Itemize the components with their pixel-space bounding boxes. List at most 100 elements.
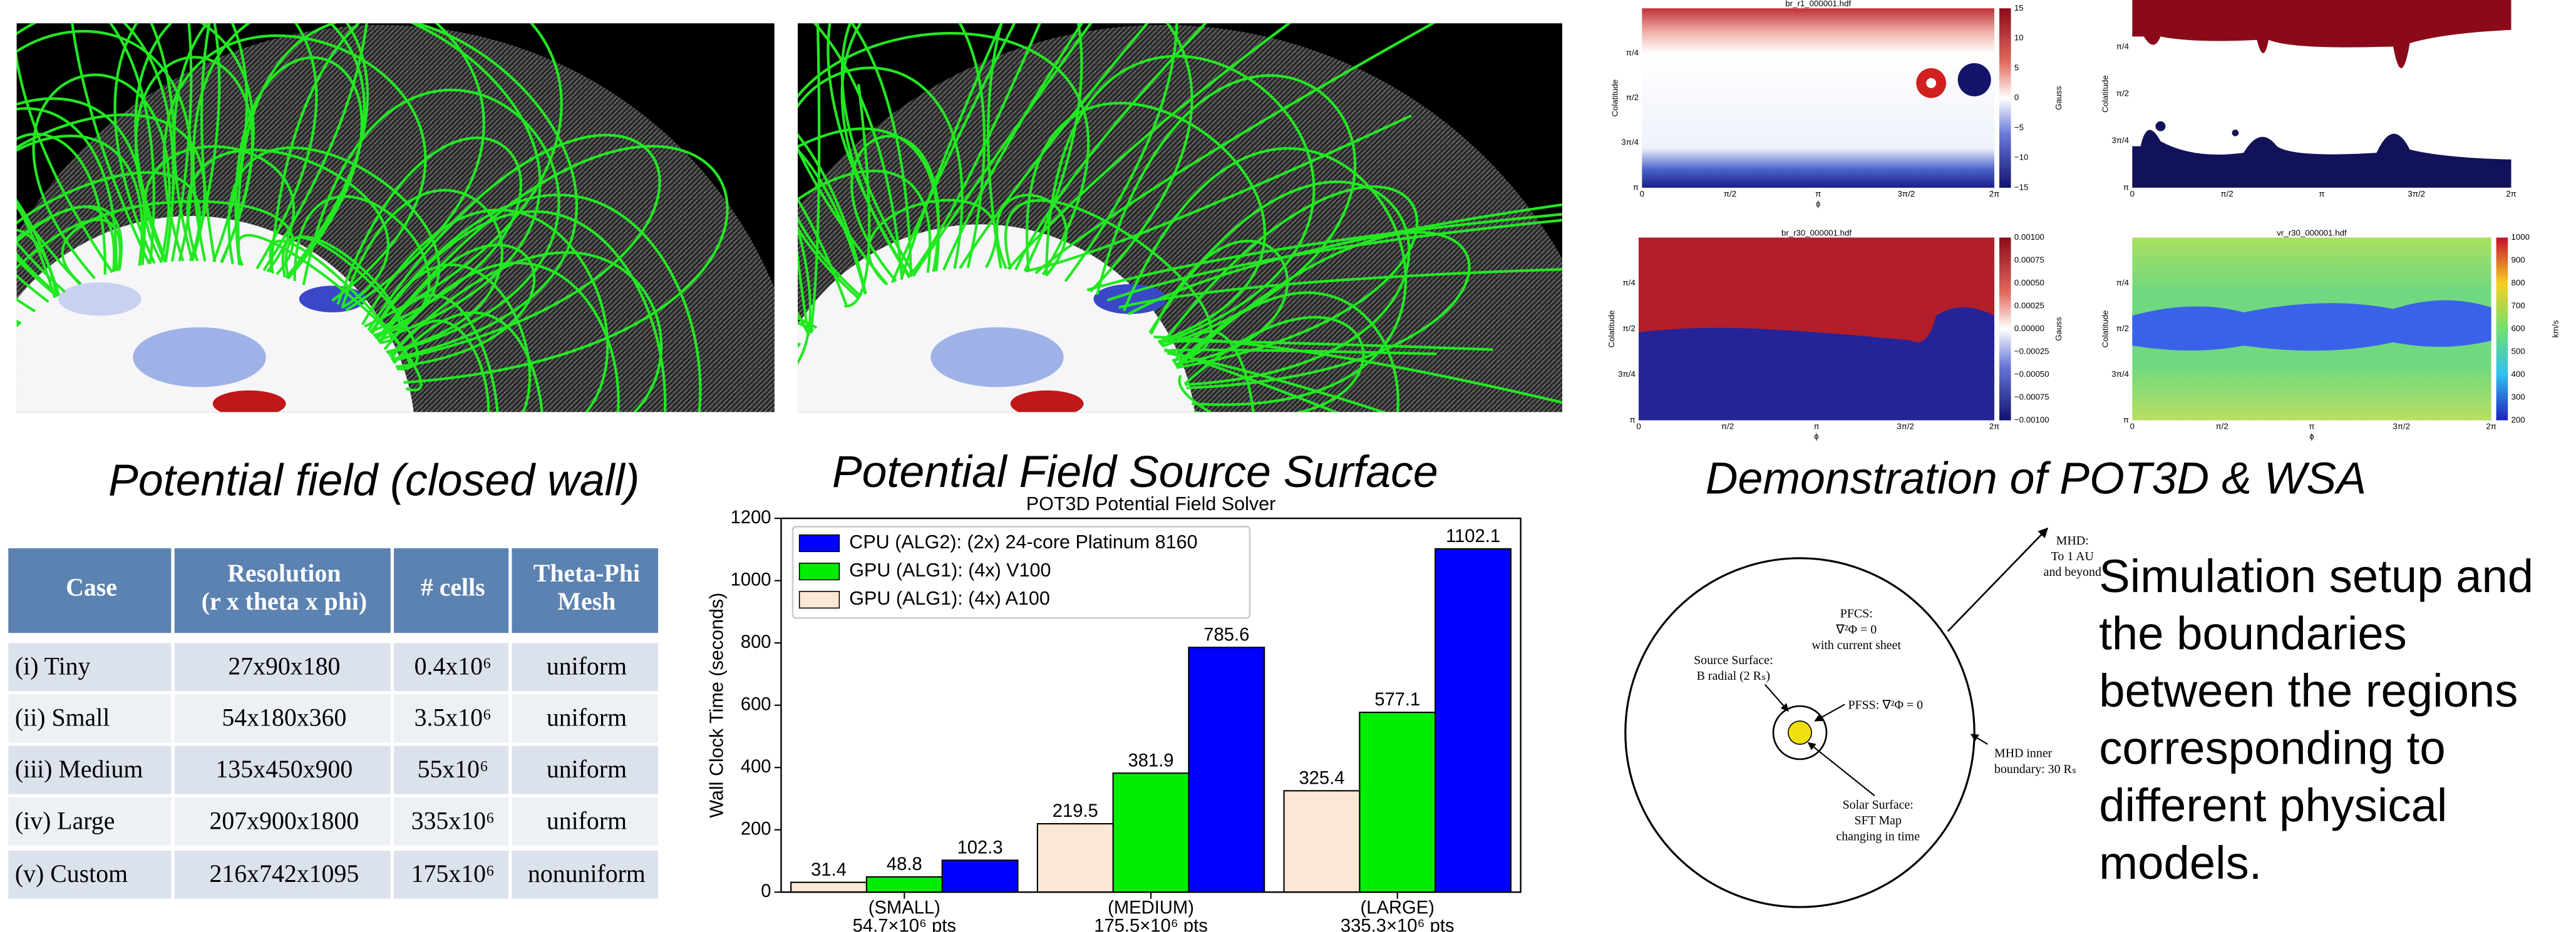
diagram: MHD:To 1 AUand beyondPFCS:∇²Φ = 0with cu… [1625,528,2101,907]
x-tick-label: 2π [2506,189,2517,198]
colorbar-tick-label: 0.00100 [2014,232,2044,242]
y-label: Colatitude [2100,310,2110,348]
y-label: Colatitude [1610,79,1619,117]
x-tick-label: π [2319,189,2324,198]
x-label: ϕ [2309,432,2314,441]
x-tick-note: 175.5×10⁶ pts [1094,916,1208,932]
colorbar-tick-label: 5 [2014,63,2019,72]
y-tick-label: 400 [741,757,771,777]
colorbar-tick-label: −10 [2014,153,2029,162]
legend-label: GPU (ALG1): (4x) V100 [849,560,1051,581]
panel-title: vr_r30_000001.hdf [2277,228,2347,237]
colorbar-label: km/s [2551,320,2560,337]
colorbar-tick-label: 0.00050 [2014,278,2044,287]
x-tick-label: 3π/2 [2408,189,2425,198]
x-tick-label: (LARGE) [1361,898,1435,918]
value-label: 48.8 [887,854,922,874]
description-line: the boundaries [2099,608,2407,660]
header-text: (r x theta x phi) [202,588,368,615]
y-tick-label: π/2 [1626,93,1639,102]
colorbar-tick-label: −0.00050 [2014,369,2049,379]
bar [1188,647,1264,892]
legend-swatch [800,535,840,552]
x-tick-label: π/2 [1724,189,1736,198]
y-tick-label: π [1633,182,1639,192]
x-tick-label: (SMALL) [868,898,940,918]
panel-title: br_r30_000001.hdf [1781,228,1852,237]
field-line [0,276,18,404]
diagram-label: PFSS: ∇²Φ = 0 [1848,699,1923,712]
caption: Demonstration of POT3D & WSA [1706,454,2366,504]
y-tick-label: 1000 [731,570,771,590]
colorbar-tick-label: 500 [2511,347,2525,356]
header-text: Theta-Phi [533,560,640,587]
cell-text: (i) Tiny [15,652,91,680]
legend-label: CPU (ALG2): (2x) 24-core Platinum 8160 [849,531,1197,553]
colorbar-tick-label: 10 [2014,33,2024,43]
y-tick-label: 200 [741,819,771,839]
x-tick-label: 3π/2 [1897,422,1914,431]
colorbar-tick-label: 200 [2511,415,2525,424]
value-label: 31.4 [811,860,847,880]
description: Simulation setup andthe boundariesbetwee… [2099,550,2533,889]
y-tick-label: 3π/4 [2111,369,2129,379]
colorbar-tick-label: 0.00075 [2014,255,2044,265]
y-tick-label: 3π/4 [2111,135,2129,145]
bar [1435,549,1511,892]
panel-tl [1642,8,2011,188]
x-tick-label: 2π [1989,189,2000,198]
x-tick-label: π [1813,422,1819,431]
x-tick-label: π/2 [1721,422,1734,431]
cell-text: nonuniform [528,860,646,888]
value-label: 325.4 [1299,768,1344,788]
colorbar-tick-label: −15 [2014,182,2029,192]
y-tick-label: π/4 [1626,48,1639,57]
legend-label: GPU (ALG1): (4x) A100 [849,588,1050,609]
legend-swatch [800,591,840,608]
x-tick-label: 2π [1989,422,2000,431]
cell-text: (ii) Small [15,704,110,732]
cell-text: 175x10⁶ [411,860,495,888]
diagram-label: with current sheet [1811,638,1901,652]
cell-text: uniform [547,807,627,834]
header-text: # cells [421,573,485,601]
panel-title: br_r1_000001.hdf [1785,0,1851,8]
bar [1113,773,1189,892]
x-tick-note: 335.3×10⁶ pts [1341,916,1455,932]
x-tick-label: 0 [1636,422,1641,431]
table: CaseResolution(r x theta x phi)# cellsTh… [8,548,661,902]
diagram-label: To 1 AU [2051,550,2094,563]
colorbar-tick-label: 600 [2511,324,2525,333]
field-line [0,278,14,450]
panel-br [2132,238,2508,421]
colorbar-tick-label: 15 [2014,3,2024,13]
description-line: Simulation setup and [2099,550,2533,602]
page: br_r1_000001.hdf 0 π/2 π 3π/2 2π π/4 π/2 3π/4 π ϕ C… [0,0,2576,932]
colorbar-tick-label: 400 [2511,369,2525,379]
description-line: corresponding to [2099,722,2445,774]
cell-text: uniform [547,755,627,783]
y-tick-label: 1200 [731,508,771,528]
colorbar-tick-label: 0.00000 [2014,324,2044,333]
bar [1284,791,1360,892]
y-tick-label: π [1630,415,1636,424]
colorbar-label: Gauss [2054,86,2063,110]
y-label: Colatitude [2100,75,2110,113]
colorbar-tick-label: 0.00025 [2014,301,2044,310]
cell-text: (iii) Medium [15,755,143,783]
value-label: 219.5 [1053,801,1098,821]
cell-text: 55x10⁶ [418,755,488,783]
y-label: Colatitude [1607,310,1616,348]
diagram-label: B radial (2 Rₛ) [1697,669,1770,683]
cell-text: (v) Custom [15,860,128,888]
diagram-label: changing in time [1836,829,1920,843]
cell-text: 27x90x180 [228,652,340,680]
diagram-label: Source Surface: [1694,653,1773,667]
diagram-label: MHD inner [1994,747,2053,760]
caption: Potential Field Source Surface [832,447,1438,497]
header-text: Mesh [558,588,616,615]
bar [1359,712,1435,892]
y-tick-label: 800 [741,632,771,652]
x-tick-label: 0 [2130,189,2135,198]
